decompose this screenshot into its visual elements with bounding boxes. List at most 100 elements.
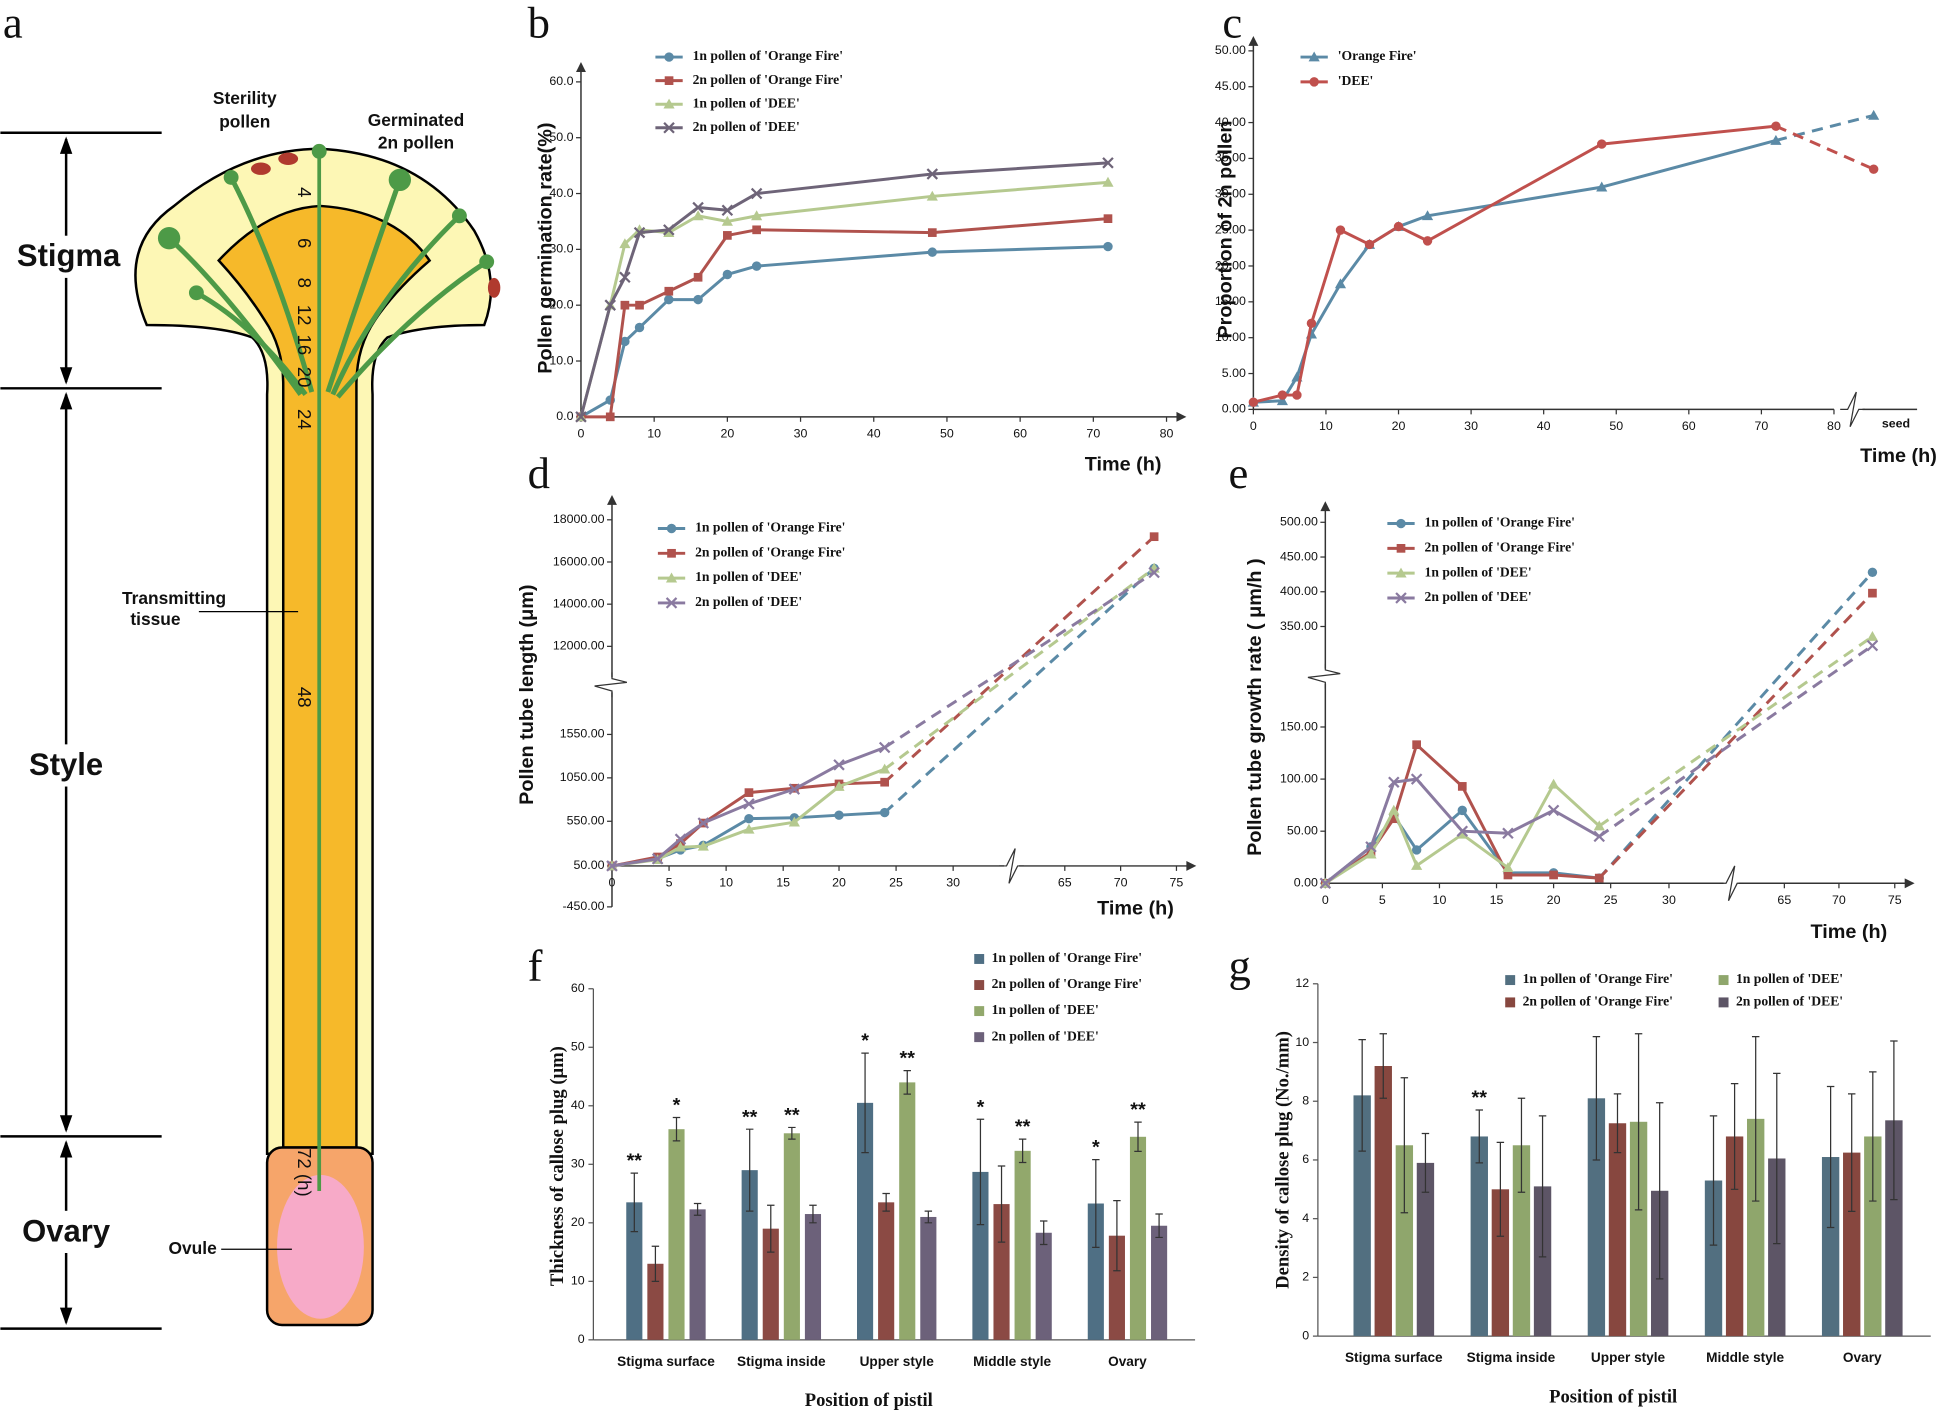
x-tick-label: 50 — [940, 426, 954, 440]
y-tick-label: 50.0 — [549, 130, 573, 144]
x-tick-label: 10 — [1433, 893, 1447, 907]
marker — [880, 777, 890, 787]
arrowhead — [59, 136, 73, 154]
error-bar — [1039, 1220, 1048, 1246]
bracket — [0, 131, 162, 1330]
ovule — [277, 1174, 364, 1319]
bar — [920, 1216, 937, 1340]
bar — [762, 1228, 779, 1340]
bar — [741, 1170, 758, 1340]
bar — [857, 1102, 874, 1340]
bar — [668, 1129, 685, 1340]
x-axis-title: Time (h) — [1810, 921, 1887, 943]
diagram-label: tissue — [130, 609, 181, 629]
pollen-grain — [311, 143, 327, 159]
marker — [722, 269, 733, 280]
legend-label: 1n pollen of 'Orange Fire' — [693, 48, 843, 63]
marker — [1457, 782, 1467, 791]
marker — [721, 215, 733, 226]
y-tick-label: 4 — [1302, 1211, 1309, 1225]
x-tick-label: 25 — [889, 876, 903, 890]
marker — [1456, 828, 1468, 839]
y-tick-label: 1050.00 — [560, 770, 605, 784]
error-bar — [1018, 1138, 1027, 1164]
panel-letter: f — [528, 940, 543, 990]
error-bar — [1517, 1097, 1526, 1193]
marker — [833, 780, 845, 791]
time-marks: 4 6 8 12 16 20 24 48 72 (h) — [294, 187, 315, 1197]
x-tick-label: Middle style — [973, 1354, 1051, 1369]
error-bar — [1634, 1033, 1643, 1211]
axis-arrow — [576, 62, 586, 72]
axis-arrow — [1176, 411, 1187, 422]
series-line — [580, 217, 1109, 419]
marker — [1277, 390, 1288, 400]
marker — [750, 187, 763, 200]
bar — [1747, 1118, 1765, 1337]
axis-break — [999, 848, 1024, 884]
error-bar — [997, 1165, 1006, 1243]
y-tick-label: 40 — [571, 1098, 585, 1112]
marker — [751, 261, 762, 271]
marker — [1389, 814, 1399, 824]
error-bar — [882, 1192, 890, 1212]
bar — [1416, 1162, 1435, 1337]
x-tick-label: 30 — [1464, 419, 1478, 433]
error-bar — [1751, 1036, 1760, 1202]
error-bar — [1869, 1071, 1877, 1202]
x-tick-label: Middle style — [1706, 1350, 1784, 1365]
marker — [1593, 830, 1606, 843]
error-bar — [1358, 1038, 1366, 1152]
x-axis-title: Time (h) — [1097, 898, 1174, 920]
bar — [878, 1202, 895, 1340]
error-bar — [1113, 1199, 1121, 1272]
marker — [788, 783, 801, 795]
marker — [1502, 862, 1514, 873]
marker — [1410, 773, 1423, 785]
significance-label: ** — [1015, 1116, 1031, 1138]
marker — [1594, 873, 1604, 883]
marker — [692, 210, 704, 221]
error-bar — [1155, 1213, 1163, 1239]
y-tick-label: 0.00 — [1222, 402, 1246, 416]
axis-break — [1840, 391, 1865, 428]
legend-marker — [667, 548, 676, 558]
pollen-tube — [325, 179, 403, 393]
marker — [1868, 164, 1879, 174]
x-tick-label: 10 — [647, 426, 661, 440]
x-tick-label: Stigma surface — [1345, 1350, 1443, 1365]
marker — [1456, 825, 1469, 837]
y-tick-label: 400.00 — [1280, 584, 1318, 598]
panel-letter: a — [3, 0, 23, 48]
y-tick-label: 16000.00 — [553, 554, 605, 568]
marker — [721, 204, 734, 217]
marker — [1421, 210, 1434, 221]
marker — [604, 299, 617, 311]
marker — [1596, 181, 1608, 192]
marker — [1770, 134, 1782, 145]
bar — [1885, 1120, 1903, 1337]
y-tick-label: 8 — [1302, 1094, 1309, 1108]
y-tick-label: 0.00 — [1294, 876, 1318, 890]
bar — [1629, 1121, 1648, 1337]
marker — [620, 336, 630, 347]
x-tick-label: 30 — [946, 876, 960, 890]
legend-label: 1n pollen of 'DEE' — [1425, 564, 1532, 579]
marker — [743, 823, 755, 834]
x-tick-label: 15 — [776, 876, 790, 890]
diagram-label: Germinated — [368, 110, 464, 130]
transmitting-tissue — [217, 204, 432, 1149]
x-tick-label: 25 — [1604, 893, 1618, 907]
y-tick-label: -450.00 — [563, 899, 605, 913]
y-tick-label: 30.00 — [1215, 187, 1246, 201]
y-tick-label: 10.00 — [1215, 330, 1246, 344]
marker — [1292, 390, 1302, 400]
y-tick-label: 14000.00 — [553, 596, 605, 610]
chart-panel: e Time (h) Pollen tube growth rate ( μm/h … — [1229, 448, 1915, 943]
y-tick-label: 0.0 — [556, 409, 573, 423]
x-tick-label: 40 — [867, 426, 881, 440]
y-tick-label: 40.00 — [1215, 115, 1246, 129]
bar — [1014, 1150, 1031, 1340]
marker — [1771, 121, 1781, 131]
